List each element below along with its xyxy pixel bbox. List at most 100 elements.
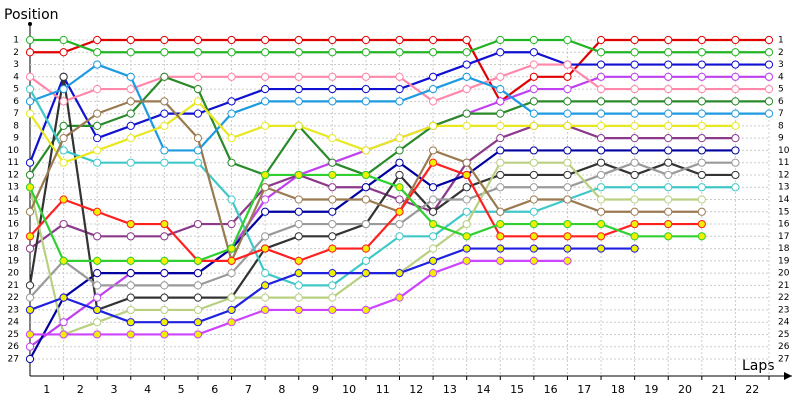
y-tick-label: 9 — [13, 134, 19, 144]
point — [697, 35, 706, 45]
point — [93, 318, 102, 327]
y-tick-label-right: 8 — [778, 121, 784, 131]
point — [630, 84, 639, 94]
point — [227, 35, 236, 45]
point — [328, 134, 337, 143]
point — [496, 84, 505, 94]
point — [25, 72, 35, 81]
y-tick-label-right: 5 — [778, 85, 784, 95]
point — [126, 48, 135, 57]
point — [496, 48, 505, 57]
point — [126, 305, 135, 315]
x-tick-label: 21 — [712, 383, 726, 396]
y-tick-label-right: 10 — [778, 146, 790, 156]
point — [93, 146, 102, 155]
point — [126, 256, 135, 265]
point — [697, 219, 706, 229]
point — [428, 269, 438, 278]
point — [59, 330, 68, 339]
point — [294, 207, 303, 216]
y-tick-label-right: 16 — [778, 220, 790, 230]
point — [361, 256, 371, 265]
point — [630, 195, 639, 204]
point — [93, 84, 102, 94]
point — [193, 256, 203, 265]
point — [596, 97, 606, 106]
point — [126, 219, 135, 229]
point — [664, 232, 673, 241]
point — [294, 121, 303, 130]
point — [261, 48, 270, 57]
y-tick-label: 22 — [8, 293, 19, 303]
point — [395, 170, 404, 180]
point — [563, 256, 572, 265]
y-tick-label-right: 13 — [778, 183, 789, 193]
point — [25, 330, 35, 339]
y-tick-label: 26 — [8, 342, 20, 352]
point — [328, 244, 337, 253]
y-tick-label-right: 18 — [778, 244, 790, 254]
point — [529, 72, 538, 81]
point — [160, 318, 169, 327]
point — [529, 170, 538, 180]
point — [328, 35, 337, 45]
point — [731, 170, 740, 180]
series-line — [29, 63, 769, 103]
point — [563, 232, 572, 241]
point — [596, 207, 606, 216]
point — [93, 109, 102, 118]
point — [664, 109, 673, 118]
point — [25, 293, 35, 302]
point — [395, 183, 404, 192]
point — [395, 35, 404, 45]
point — [361, 48, 371, 57]
x-tick-label: 6 — [211, 383, 218, 396]
point — [93, 158, 102, 167]
point — [630, 146, 639, 155]
point — [596, 134, 606, 143]
point — [160, 330, 169, 339]
y-tick-label-right: 27 — [778, 355, 789, 365]
point — [428, 183, 438, 192]
point — [596, 35, 606, 45]
point — [664, 219, 673, 229]
point — [25, 97, 35, 106]
point — [428, 121, 438, 130]
point — [261, 244, 270, 253]
point — [496, 232, 505, 241]
point — [428, 35, 438, 45]
point — [764, 109, 774, 118]
point — [261, 72, 270, 81]
y-tick-label: 3 — [13, 60, 19, 70]
point — [227, 72, 236, 81]
point — [160, 109, 169, 118]
point — [93, 48, 102, 57]
y-tick-label-right: 23 — [778, 305, 789, 315]
point — [529, 48, 538, 57]
point — [361, 72, 371, 81]
point — [261, 35, 270, 45]
point — [764, 48, 774, 57]
point — [630, 158, 639, 167]
point — [462, 256, 471, 265]
point — [697, 232, 706, 241]
point — [328, 72, 337, 81]
point — [731, 109, 740, 118]
point — [93, 35, 102, 45]
x-tick-label: 4 — [144, 383, 151, 396]
x-tick-label: 11 — [376, 383, 390, 396]
point — [328, 305, 337, 315]
y-tick-label-right: 1 — [778, 36, 784, 46]
point — [294, 195, 303, 204]
point — [529, 121, 538, 130]
point — [261, 207, 270, 216]
point — [462, 219, 471, 229]
point — [563, 195, 572, 204]
point — [630, 109, 639, 118]
point — [193, 293, 203, 302]
y-tick-label: 5 — [13, 85, 19, 95]
point — [563, 35, 572, 45]
x-tick-label: 15 — [510, 383, 524, 396]
point — [529, 97, 538, 106]
